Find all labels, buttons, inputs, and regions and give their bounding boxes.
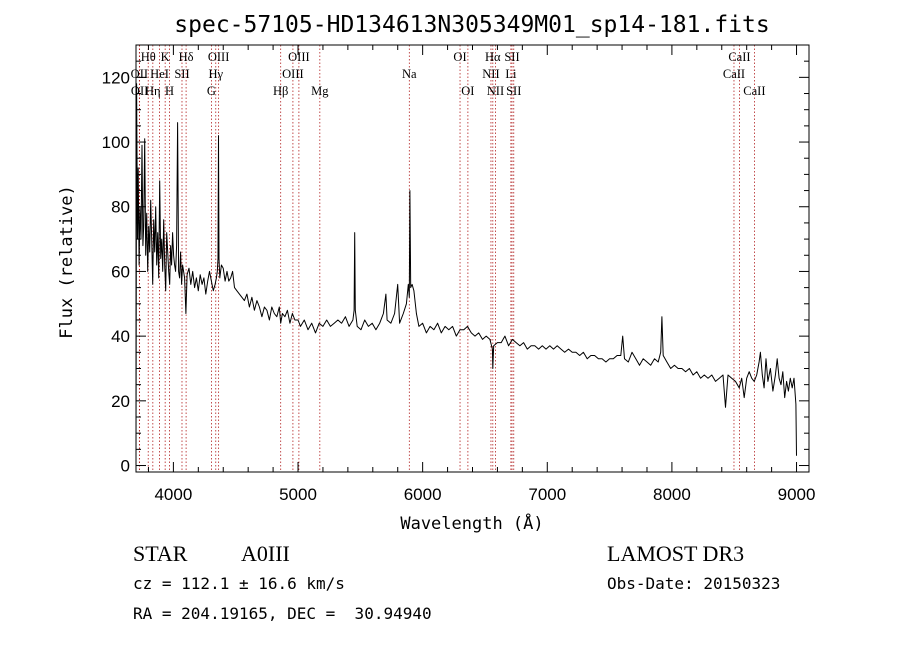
spectrum-series-line	[135, 83, 797, 456]
spectral-line-label: SII	[174, 67, 189, 81]
spectral-line-label: OIII	[282, 67, 304, 81]
y-tick-label: 40	[111, 327, 130, 346]
y-tick-label: 100	[102, 133, 130, 152]
chart-title: spec-57105-HD134613N305349M01_sp14-181.f…	[174, 12, 769, 38]
object-class: STAR	[133, 541, 188, 566]
y-tick-label: 120	[102, 68, 130, 87]
x-tick-label: 4000	[154, 485, 192, 504]
spectral-line-label: Hγ	[208, 67, 223, 81]
x-tick-label: 6000	[404, 485, 442, 504]
spectral-line-label: NII	[482, 67, 499, 81]
x-tick-label: 7000	[528, 485, 566, 504]
x-tick-label: 8000	[653, 485, 691, 504]
spectral-line-label: Li	[505, 67, 517, 81]
spectral-line-label: Hα	[485, 50, 501, 64]
x-tick-label: 9000	[778, 485, 816, 504]
coordinates-text: RA = 204.19165, DEC = 30.94940	[133, 604, 432, 623]
spectral-line-label: SII	[506, 84, 521, 98]
spectral-line-label: Hδ	[179, 50, 194, 64]
axis-ticks: 4000 5000 6000 7000 8000 9000 0 20 40 60 80 100 120	[102, 45, 816, 504]
spectral-line-markers	[138, 45, 755, 472]
spectral-line-label: OI	[453, 50, 466, 64]
x-tick-label: 5000	[279, 485, 317, 504]
spectral-line-label: Hβ	[273, 84, 288, 98]
spectral-line-label: OII	[131, 84, 148, 98]
spectral-line-label: OI	[461, 84, 474, 98]
spectral-line-label: Mg	[311, 84, 329, 98]
survey-name: LAMOST DR3	[607, 541, 744, 566]
spectral-line-label: G	[207, 84, 216, 98]
spectral-line-label: CaII	[743, 84, 765, 98]
obs-date-text: Obs-Date: 20150323	[607, 574, 780, 593]
plot-frame	[135, 44, 810, 473]
x-axis-label: Wavelength (Å)	[400, 512, 543, 534]
y-tick-label: 60	[111, 262, 130, 281]
y-tick-label: 20	[111, 392, 130, 411]
spectral-line-label: CaII	[728, 50, 750, 64]
spectral-line-label: K	[161, 50, 170, 64]
spectral-line-label: OII	[131, 67, 148, 81]
spectral-line-label: OIII	[208, 50, 230, 64]
spectral-line-label: H	[165, 84, 174, 98]
spectral-line-label: NII	[487, 84, 504, 98]
y-tick-label: 80	[111, 198, 130, 217]
spectral-line-label: CaII	[723, 67, 745, 81]
spectral-line-label: HeI	[150, 67, 169, 81]
y-axis-label: Flux (relative)	[57, 185, 77, 339]
spectral-line-label: Hθ	[141, 50, 156, 64]
spectral-line-label: Na	[402, 67, 417, 81]
spectral-line-label: Hη	[145, 84, 161, 98]
y-tick-label: 0	[121, 457, 130, 476]
object-subclass: A0III	[241, 541, 290, 566]
spectral-line-label: OIII	[288, 50, 310, 64]
redshift-text: cz = 112.1 ± 16.6 km/s	[133, 574, 345, 593]
spectral-line-label: SII	[504, 50, 519, 64]
